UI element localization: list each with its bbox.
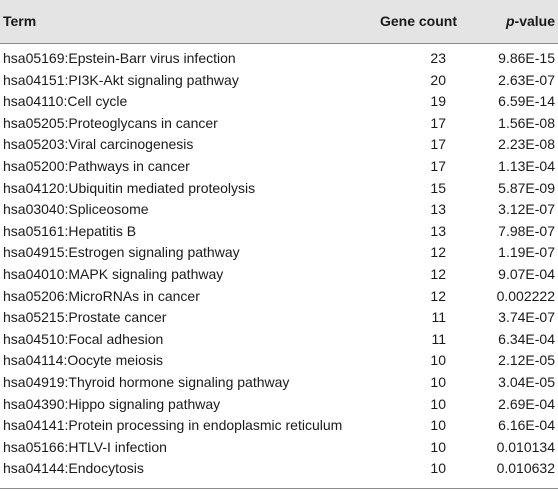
table-row: hsa04151:PI3K-Akt signaling pathway 20 2.6… bbox=[0, 70, 558, 92]
row-term: hsa05215:Prostate cancer bbox=[3, 309, 167, 326]
row-p-value: 9.86E-15 bbox=[498, 50, 555, 66]
header-p-value: p-value bbox=[506, 12, 555, 30]
row-gene-count: 12 bbox=[430, 265, 446, 282]
table-row: hsa05205:Proteoglycans in cancer 17 1.56E-… bbox=[0, 113, 558, 135]
table-row: hsa05166:HTLV-I infection 10 0.010134 bbox=[0, 437, 558, 459]
header-term: Term bbox=[3, 13, 37, 29]
table-row: hsa05169:Epstein-Barr virus infection 23 9… bbox=[0, 48, 558, 70]
table-row: hsa04390:Hippo signaling pathway 10 2.69E-… bbox=[0, 394, 558, 416]
row-gene-count: 17 bbox=[430, 136, 446, 153]
table-row: hsa04144:Endocytosis 10 0.010632 bbox=[0, 458, 558, 480]
row-gene-count: 10 bbox=[430, 460, 446, 477]
row-term: hsa04114:Oocyte meiosis bbox=[3, 352, 164, 369]
table-row: hsa05203:Viral carcinogenesis 17 2.23E-08 bbox=[0, 134, 558, 156]
table-row: hsa04141:Protein processing in endoplasm… bbox=[0, 415, 558, 437]
row-p-value: 6.59E-14 bbox=[498, 93, 555, 110]
table-row: hsa04010:MAPK signaling pathway 12 9.07E-0… bbox=[0, 264, 558, 286]
row-p-value: 1.13E-04 bbox=[498, 157, 555, 174]
row-gene-count: 20 bbox=[430, 71, 446, 88]
row-p-value: 3.12E-07 bbox=[498, 201, 555, 218]
row-term: hsa05205:Proteoglycans in cancer bbox=[3, 114, 218, 131]
table-row: hsa04120:Ubiquitin mediated proteolysis 1… bbox=[0, 178, 558, 200]
row-gene-count: 10 bbox=[430, 417, 446, 434]
table-row: hsa04919:Thyroid hormone signaling pathw… bbox=[0, 372, 558, 394]
row-gene-count: 13 bbox=[430, 222, 446, 239]
row-p-value: 7.98E-07 bbox=[498, 222, 555, 239]
row-term: hsa04110:Cell cycle bbox=[3, 93, 128, 110]
table-row: hsa04510:Focal adhesion 11 6.34E-04 bbox=[0, 329, 558, 351]
row-gene-count: 12 bbox=[430, 287, 446, 304]
row-term: hsa04919:Thyroid hormone signaling pathw… bbox=[3, 373, 290, 390]
row-p-value: 1.19E-07 bbox=[498, 244, 555, 261]
row-term: hsa04151:PI3K-Akt signaling pathway bbox=[3, 71, 239, 88]
table-row: hsa05206:MicroRNAs in cancer 12 0.002222 bbox=[0, 286, 558, 308]
row-term: hsa05200:Pathways in cancer bbox=[3, 157, 190, 174]
row-p-value: 6.34E-04 bbox=[498, 330, 555, 347]
row-term: hsa04144:Endocytosis bbox=[3, 460, 144, 477]
row-p-value: 6.16E-04 bbox=[498, 417, 555, 434]
header-p-value-suffix: -value bbox=[514, 13, 555, 29]
enrichment-table: Term Gene count p-value hsa05169:Epstein… bbox=[0, 0, 558, 480]
row-gene-count: 11 bbox=[431, 330, 446, 347]
row-p-value: 0.010632 bbox=[496, 460, 555, 477]
row-gene-count: 10 bbox=[430, 373, 446, 390]
row-term: hsa05206:MicroRNAs in cancer bbox=[3, 287, 200, 304]
row-gene-count: 23 bbox=[430, 50, 446, 66]
row-p-value: 3.04E-05 bbox=[498, 373, 555, 390]
row-p-value: 3.74E-07 bbox=[498, 309, 555, 326]
row-p-value: 9.07E-04 bbox=[498, 265, 555, 282]
row-gene-count: 17 bbox=[430, 157, 446, 174]
row-gene-count: 17 bbox=[430, 114, 446, 131]
table-row: hsa04114:Oocyte meiosis 10 2.12E-05 bbox=[0, 350, 558, 372]
row-term: hsa04510:Focal adhesion bbox=[3, 330, 164, 347]
row-gene-count: 10 bbox=[430, 438, 446, 455]
row-gene-count: 13 bbox=[430, 201, 446, 218]
table-row: hsa05200:Pathways in cancer 17 1.13E-04 bbox=[0, 156, 558, 178]
table-row: hsa04110:Cell cycle 19 6.59E-14 bbox=[0, 91, 558, 113]
row-gene-count: 11 bbox=[431, 309, 446, 326]
row-term: hsa04120:Ubiquitin mediated proteolysis bbox=[3, 179, 256, 196]
row-term: hsa04390:Hippo signaling pathway bbox=[3, 395, 221, 412]
row-p-value: 2.63E-07 bbox=[498, 71, 555, 88]
row-term: hsa04915:Estrogen signaling pathway bbox=[3, 244, 240, 261]
header-gene-count: Gene count bbox=[379, 13, 457, 29]
table-row: hsa05215:Prostate cancer 11 3.74E-07 bbox=[0, 307, 558, 329]
table-bottom-rule bbox=[0, 488, 558, 489]
table-body: hsa05169:Epstein-Barr virus infection 23 9… bbox=[0, 44, 558, 480]
row-term: hsa05161:Hepatitis B bbox=[3, 222, 137, 239]
header-p-value-italic: p bbox=[505, 13, 515, 29]
table-row: hsa05161:Hepatitis B 13 7.98E-07 bbox=[0, 221, 558, 243]
row-p-value: 1.56E-08 bbox=[498, 114, 555, 131]
table-row: hsa04915:Estrogen signaling pathway 12 1.1… bbox=[0, 242, 558, 264]
row-p-value: 5.87E-09 bbox=[498, 179, 555, 196]
row-gene-count: 12 bbox=[430, 244, 446, 261]
row-term: hsa03040:Spliceosome bbox=[3, 201, 149, 218]
table-header: Term Gene count p-value bbox=[0, 0, 558, 44]
row-gene-count: 15 bbox=[430, 179, 446, 196]
row-gene-count: 10 bbox=[430, 395, 446, 412]
row-term: hsa04010:MAPK signaling pathway bbox=[3, 265, 224, 282]
row-p-value: 0.010134 bbox=[496, 438, 555, 455]
row-p-value: 2.69E-04 bbox=[498, 395, 555, 412]
row-p-value: 0.002222 bbox=[496, 287, 555, 304]
row-gene-count: 10 bbox=[430, 352, 446, 369]
table-row: hsa03040:Spliceosome 13 3.12E-07 bbox=[0, 199, 558, 221]
row-term: hsa05203:Viral carcinogenesis bbox=[3, 136, 194, 153]
row-term: hsa05166:HTLV-I infection bbox=[3, 438, 167, 455]
row-term: hsa05169:Epstein-Barr virus infection bbox=[3, 50, 236, 66]
row-term: hsa04141:Protein processing in endoplasm… bbox=[3, 417, 343, 434]
row-p-value: 2.12E-05 bbox=[498, 352, 555, 369]
row-p-value: 2.23E-08 bbox=[498, 136, 555, 153]
row-gene-count: 19 bbox=[430, 93, 446, 110]
